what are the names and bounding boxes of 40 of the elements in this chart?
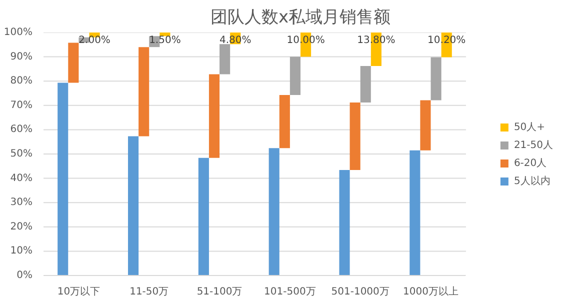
bar <box>279 94 290 148</box>
bar <box>420 100 431 150</box>
chart-title: 团队人数x私域月销售额 <box>210 8 391 28</box>
x-tick-label: 501-1000万 <box>331 286 390 298</box>
x-tick-label: 101-500万 <box>264 286 316 298</box>
bar <box>138 47 150 136</box>
data-label: 2.00% <box>78 34 110 46</box>
bar <box>350 102 360 170</box>
data-label: 1.50% <box>149 34 181 46</box>
y-tick-label: 80% <box>10 76 33 87</box>
legend-label: 6-20人 <box>514 156 547 170</box>
bar <box>208 74 220 158</box>
x-tick-label: 51-100万 <box>196 286 242 298</box>
bar <box>339 170 350 276</box>
bar <box>430 57 442 100</box>
legend-label: 5人以内 <box>514 174 550 188</box>
y-tick-label: 30% <box>10 197 33 208</box>
legend-label: 21-50人 <box>514 138 553 152</box>
y-tick-label: 50% <box>10 148 33 160</box>
bar <box>360 66 371 102</box>
y-tick-label: 40% <box>10 172 33 184</box>
bar <box>220 44 230 74</box>
bar <box>410 150 420 276</box>
y-tick-label: 70% <box>10 100 33 111</box>
legend-label: 50人+ <box>514 120 546 134</box>
y-tick-label: 90% <box>10 51 33 62</box>
x-tick-label: 10万以下 <box>57 286 100 298</box>
bar <box>128 136 139 276</box>
bar <box>198 158 209 276</box>
x-tick-label: 11-50万 <box>130 286 169 298</box>
bar <box>290 56 300 95</box>
y-tick-label: 0% <box>16 270 33 281</box>
bar <box>58 82 68 276</box>
y-tick-label: 60% <box>10 124 33 136</box>
y-tick-label: 20% <box>10 221 33 232</box>
bar <box>68 42 79 83</box>
x-tick-label: 1000万以上 <box>403 286 458 298</box>
y-tick-label: 10% <box>10 246 33 257</box>
bar <box>268 148 280 276</box>
y-tick-label: 100% <box>4 27 33 38</box>
